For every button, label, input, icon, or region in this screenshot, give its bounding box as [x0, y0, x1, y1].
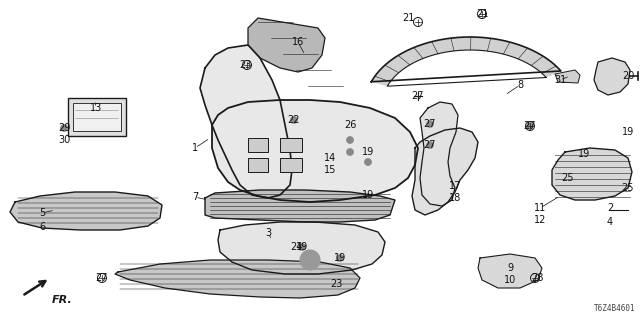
Text: 24: 24 [290, 242, 302, 252]
Text: 19: 19 [296, 242, 308, 252]
Text: 5: 5 [39, 208, 45, 218]
FancyBboxPatch shape [248, 158, 268, 172]
Text: 4: 4 [607, 217, 613, 227]
Polygon shape [212, 100, 418, 202]
Polygon shape [218, 222, 385, 274]
Text: 10: 10 [504, 275, 516, 285]
Circle shape [61, 124, 67, 132]
Circle shape [426, 121, 433, 127]
FancyBboxPatch shape [248, 138, 268, 152]
Text: 13: 13 [90, 103, 102, 113]
FancyBboxPatch shape [68, 98, 126, 136]
Polygon shape [420, 102, 458, 206]
FancyBboxPatch shape [280, 138, 302, 152]
Text: 8: 8 [517, 80, 523, 90]
Polygon shape [478, 254, 542, 288]
Polygon shape [555, 70, 580, 83]
Text: T6Z4B4601: T6Z4B4601 [593, 304, 635, 313]
Text: 16: 16 [292, 37, 304, 47]
Polygon shape [115, 260, 360, 298]
Text: 12: 12 [534, 215, 546, 225]
Polygon shape [594, 58, 630, 95]
Polygon shape [200, 45, 292, 198]
FancyBboxPatch shape [73, 103, 121, 131]
Text: 27: 27 [412, 91, 424, 101]
Text: 27: 27 [424, 140, 436, 150]
Polygon shape [10, 192, 162, 230]
Circle shape [527, 123, 534, 130]
Text: 7: 7 [192, 192, 198, 202]
Text: 21: 21 [402, 13, 414, 23]
Text: 2: 2 [607, 203, 613, 213]
Text: 3: 3 [265, 228, 271, 238]
Polygon shape [248, 18, 325, 72]
Polygon shape [371, 37, 561, 86]
Text: 15: 15 [324, 165, 336, 175]
Text: 30: 30 [58, 135, 70, 145]
Text: 26: 26 [344, 120, 356, 130]
Polygon shape [205, 190, 395, 222]
Text: 9: 9 [507, 263, 513, 273]
Circle shape [337, 254, 344, 261]
Circle shape [300, 250, 320, 270]
Text: 19: 19 [622, 127, 634, 137]
Text: 29: 29 [58, 123, 70, 133]
Text: 27: 27 [524, 121, 536, 131]
Text: 1: 1 [192, 143, 198, 153]
Text: 25: 25 [562, 173, 574, 183]
Circle shape [291, 116, 298, 124]
Text: 28: 28 [531, 273, 543, 283]
Text: 23: 23 [330, 279, 342, 289]
Circle shape [346, 137, 353, 143]
Text: 27: 27 [96, 273, 108, 283]
Text: 27: 27 [424, 119, 436, 129]
Text: FR.: FR. [52, 295, 73, 305]
Circle shape [298, 244, 305, 251]
Text: 19: 19 [334, 253, 346, 263]
Text: 21: 21 [476, 9, 488, 19]
Polygon shape [412, 128, 478, 215]
Text: 18: 18 [449, 193, 461, 203]
Text: 23: 23 [239, 60, 251, 70]
Polygon shape [552, 148, 632, 200]
Text: 19: 19 [362, 190, 374, 200]
Circle shape [365, 158, 371, 165]
Text: 20: 20 [622, 71, 634, 81]
FancyBboxPatch shape [280, 158, 302, 172]
Text: 6: 6 [39, 222, 45, 232]
Text: 25: 25 [621, 183, 634, 193]
Circle shape [426, 141, 433, 148]
Text: 17: 17 [449, 181, 461, 191]
Text: 11: 11 [534, 203, 546, 213]
Text: 19: 19 [578, 149, 590, 159]
Text: 31: 31 [554, 75, 566, 85]
Text: 14: 14 [324, 153, 336, 163]
Text: 19: 19 [362, 147, 374, 157]
Text: 22: 22 [288, 115, 300, 125]
Circle shape [346, 148, 353, 156]
